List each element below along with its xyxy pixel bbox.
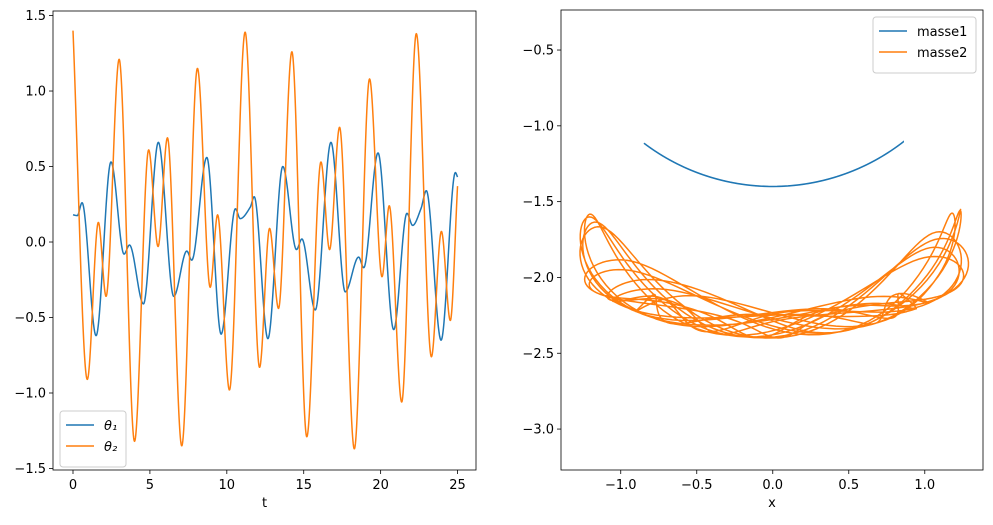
right-y-tick-label: −3.0 [522, 423, 554, 438]
right-axes-frame [560, 9, 984, 471]
trajectory-plot: −1.0 −0.5 0.0 0.5 1.0 −3.0 −2.5 −2.0 −1.5 −1.0 −0.… [522, 9, 984, 511]
left-x-axis-label: t [262, 496, 267, 511]
left-legend-label: θ₂ [104, 440, 117, 455]
left-y-tick-label: −1.0 [14, 386, 46, 401]
left-x-tick-label: 5 [146, 478, 154, 493]
theta-time-plot: 0 5 10 15 20 25 −1.5 −1.0 −0.5 0.0 0.5 1.0 1.5 t θ₁ θ₂ [14, 9, 477, 511]
right-x-tick-label: 1.0 [914, 478, 935, 493]
right-x-tick-label: 0.5 [838, 478, 859, 493]
left-x-tick-label: 20 [372, 478, 389, 493]
left-y-tick-label: 0.0 [25, 236, 46, 251]
left-x-tick-label: 15 [295, 478, 312, 493]
left-x-tick-label: 0 [69, 478, 77, 493]
right-legend-label: masse1 [917, 25, 967, 40]
right-y-tick-label: −1.5 [522, 195, 554, 210]
left-axes-frame [52, 10, 477, 471]
right-legend-label: masse2 [917, 46, 967, 61]
left-y-tick-label: 0.5 [25, 160, 46, 175]
series-line-theta2 [72, 30, 459, 450]
left-y-tick-label: −1.5 [14, 462, 46, 477]
left-y-tick-label: 1.5 [25, 9, 46, 24]
series-line-masse1 [643, 140, 904, 188]
left-x-tick-label: 10 [219, 478, 236, 493]
right-x-tick-label: −0.5 [681, 478, 713, 493]
series-line-masse2 [579, 208, 970, 339]
series-line-theta1 [72, 141, 459, 341]
right-x-axis-label: x [768, 496, 776, 511]
right-x-tick-label: −1.0 [605, 478, 637, 493]
right-y-tick-label: −2.5 [522, 347, 554, 362]
left-x-tick-label: 25 [449, 478, 466, 493]
right-y-tick-label: −2.0 [522, 271, 554, 286]
right-y-tick-label: −1.0 [522, 119, 554, 134]
left-y-tick-label: −0.5 [14, 311, 46, 326]
right-x-tick-label: 0.0 [762, 478, 783, 493]
left-y-tick-label: 1.0 [25, 85, 46, 100]
left-legend-label: θ₁ [104, 419, 117, 434]
right-y-tick-label: −0.5 [522, 44, 554, 59]
